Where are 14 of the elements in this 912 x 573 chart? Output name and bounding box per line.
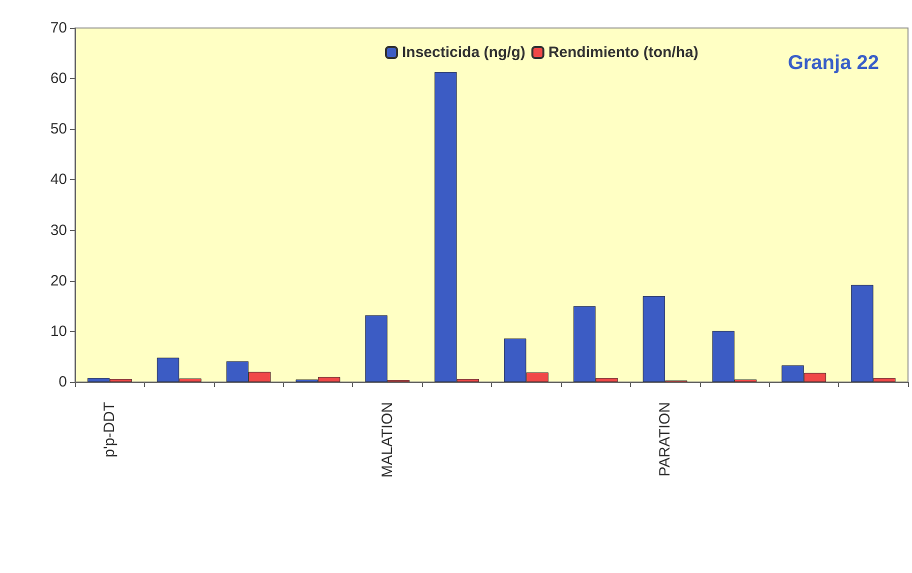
legend-label: Rendimiento (ton/ha)	[548, 44, 698, 61]
y-tick-label: 30	[50, 222, 67, 239]
y-tick-label: 20	[50, 272, 67, 290]
y-tick-label: 40	[50, 171, 67, 188]
x-tick-label: PARATION	[656, 402, 674, 476]
y-tick-label: 0	[58, 374, 67, 390]
legend-label: Insecticida (ng/g)	[402, 44, 526, 61]
x-tick-label: MALATION	[378, 402, 396, 478]
y-tick-label: 70	[50, 20, 67, 36]
y-tick-label: 50	[50, 120, 67, 138]
y-tick-label: 10	[50, 322, 67, 340]
x-tick-label: p'p-DDT	[101, 402, 118, 458]
text: Granja 22	[788, 52, 880, 74]
y-tick-label: 60	[50, 70, 67, 88]
